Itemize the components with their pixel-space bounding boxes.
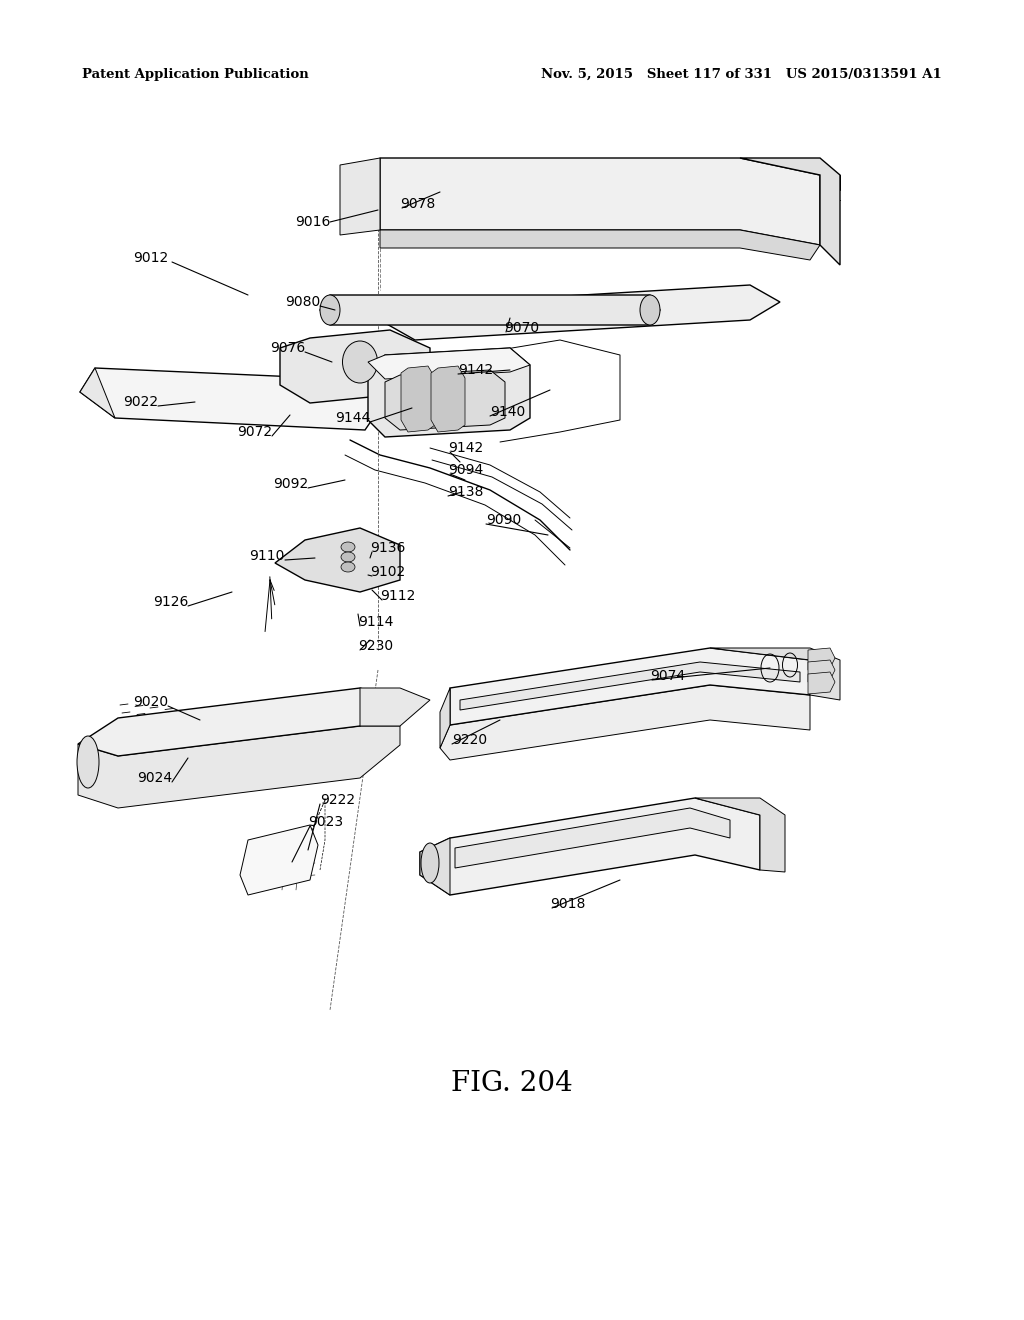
Polygon shape bbox=[420, 838, 450, 895]
Text: Patent Application Publication: Patent Application Publication bbox=[82, 69, 309, 81]
Ellipse shape bbox=[341, 552, 355, 562]
Text: 9110: 9110 bbox=[250, 549, 285, 564]
Polygon shape bbox=[808, 648, 835, 671]
Text: 9078: 9078 bbox=[400, 197, 435, 211]
Text: 9072: 9072 bbox=[237, 425, 272, 440]
Polygon shape bbox=[440, 685, 810, 760]
Polygon shape bbox=[380, 230, 820, 260]
Polygon shape bbox=[340, 158, 380, 235]
Ellipse shape bbox=[640, 294, 660, 325]
Text: 9070: 9070 bbox=[504, 321, 539, 335]
Text: 9094: 9094 bbox=[449, 463, 483, 477]
Polygon shape bbox=[385, 285, 780, 341]
Text: 9126: 9126 bbox=[153, 595, 188, 609]
Ellipse shape bbox=[421, 843, 439, 883]
Text: 9138: 9138 bbox=[449, 484, 483, 499]
Text: 9024: 9024 bbox=[137, 771, 172, 785]
Ellipse shape bbox=[319, 294, 340, 325]
Polygon shape bbox=[740, 158, 840, 265]
Text: 9080: 9080 bbox=[285, 294, 319, 309]
Text: 9023: 9023 bbox=[308, 814, 343, 829]
Polygon shape bbox=[80, 368, 380, 430]
Ellipse shape bbox=[77, 737, 99, 788]
Polygon shape bbox=[368, 348, 530, 437]
Polygon shape bbox=[440, 688, 450, 748]
Polygon shape bbox=[450, 648, 810, 725]
Text: 9140: 9140 bbox=[490, 405, 525, 418]
Text: 9142: 9142 bbox=[449, 441, 483, 455]
Polygon shape bbox=[385, 370, 505, 430]
Text: Nov. 5, 2015   Sheet 117 of 331   US 2015/0313591 A1: Nov. 5, 2015 Sheet 117 of 331 US 2015/03… bbox=[542, 69, 942, 81]
Text: 9020: 9020 bbox=[133, 696, 168, 709]
Polygon shape bbox=[360, 688, 430, 726]
Text: 9230: 9230 bbox=[358, 639, 393, 653]
Polygon shape bbox=[808, 660, 835, 682]
Text: 9018: 9018 bbox=[550, 898, 586, 911]
Polygon shape bbox=[240, 825, 318, 895]
Text: 9092: 9092 bbox=[272, 477, 308, 491]
Polygon shape bbox=[695, 799, 785, 873]
Polygon shape bbox=[431, 366, 465, 432]
Polygon shape bbox=[80, 368, 115, 418]
Text: 9090: 9090 bbox=[486, 513, 521, 527]
Text: 9076: 9076 bbox=[269, 341, 305, 355]
Ellipse shape bbox=[341, 562, 355, 572]
Text: 9144: 9144 bbox=[335, 411, 370, 425]
Polygon shape bbox=[380, 158, 820, 246]
Polygon shape bbox=[275, 528, 400, 591]
Polygon shape bbox=[401, 366, 435, 432]
Text: 9074: 9074 bbox=[650, 669, 685, 682]
Ellipse shape bbox=[342, 341, 378, 383]
Text: 9222: 9222 bbox=[319, 793, 355, 807]
Polygon shape bbox=[368, 348, 530, 379]
Polygon shape bbox=[78, 726, 400, 808]
Text: 9112: 9112 bbox=[380, 589, 416, 603]
Text: 9012: 9012 bbox=[133, 251, 168, 265]
Text: 9102: 9102 bbox=[370, 565, 406, 579]
Text: 9142: 9142 bbox=[458, 363, 494, 378]
Polygon shape bbox=[710, 648, 840, 700]
Polygon shape bbox=[420, 799, 760, 895]
Text: 9220: 9220 bbox=[452, 733, 487, 747]
Text: 9016: 9016 bbox=[295, 215, 330, 228]
Text: 9114: 9114 bbox=[358, 615, 393, 630]
Ellipse shape bbox=[341, 543, 355, 552]
Text: FIG. 204: FIG. 204 bbox=[452, 1071, 572, 1097]
Polygon shape bbox=[808, 672, 835, 694]
Polygon shape bbox=[78, 688, 400, 756]
Polygon shape bbox=[319, 294, 660, 325]
Polygon shape bbox=[455, 808, 730, 869]
Text: 9022: 9022 bbox=[123, 395, 158, 409]
Polygon shape bbox=[460, 663, 800, 710]
Text: 9136: 9136 bbox=[370, 541, 406, 554]
Polygon shape bbox=[280, 330, 430, 403]
